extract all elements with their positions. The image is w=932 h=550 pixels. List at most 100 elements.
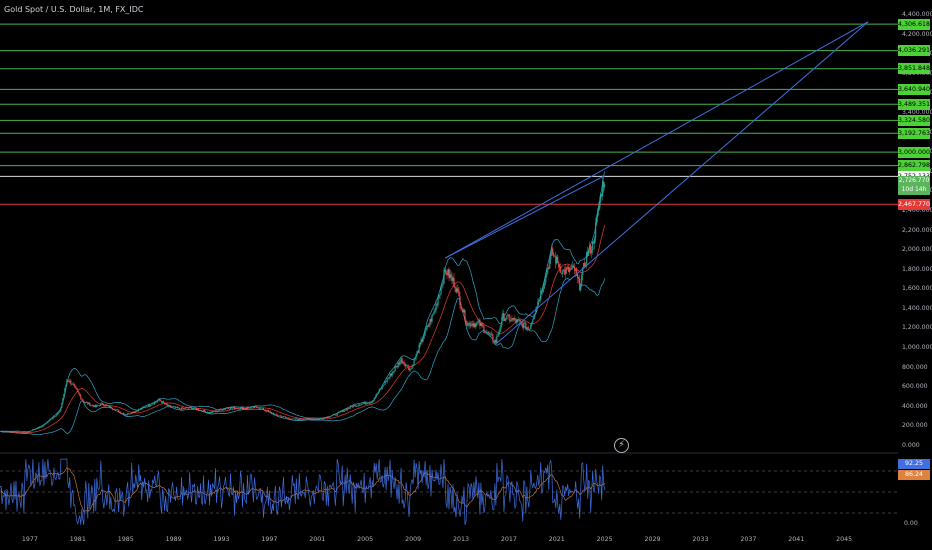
candle-body [445,269,447,274]
candle-body [156,401,158,403]
candle-body [238,408,241,410]
candle-body [132,412,134,413]
candle-body [436,304,438,306]
candle-body [496,335,498,343]
candle-body [365,403,367,405]
candle-body [177,406,179,408]
candle-body [577,274,579,279]
candle-body [513,317,515,320]
candle-body [292,418,294,420]
candle-body [554,256,556,257]
candle-body [310,419,312,420]
candle-body [68,380,70,382]
candle-body [524,322,526,324]
candle-body [314,419,316,421]
candle-body [560,266,562,273]
candle-body [516,319,518,323]
candle-body [26,432,28,433]
candle-body [259,407,261,409]
candle-body [541,290,543,292]
candle-body [44,423,46,426]
candle-body [183,408,185,409]
candle-body [88,402,90,405]
candle-body [111,406,113,409]
candle-body [17,432,19,434]
candle-body [543,284,545,290]
price-axis-tick: 1,200.000 [902,324,932,332]
candle-body [13,432,15,434]
bollinger-upper [0,171,606,433]
candle-body [583,262,585,268]
candle-body [143,407,145,408]
lightning-icon[interactable]: ⚡ [614,438,629,453]
candle-body [39,427,41,428]
candle-body [348,408,350,409]
candle-body [587,251,589,256]
candle-body [297,419,299,420]
candle-body [119,411,121,413]
ticker-title: Gold Spot / U.S. Dollar, 1M, FX_IDC [4,5,144,14]
candle-body [0,431,1,432]
candle-body [523,323,525,329]
time-axis-tick: 2013 [452,536,469,543]
candle-body [375,394,377,397]
candle-body [355,405,357,407]
candle-body [23,432,25,434]
candle-body [12,432,14,433]
candle-body [467,323,469,326]
time-axis-tick: 2021 [548,536,565,543]
candle-body [220,409,223,411]
candle-body [45,423,47,424]
candle-body [317,419,319,421]
candle-body [160,400,162,402]
candle-body [390,373,392,376]
candle-body [237,408,240,410]
candle-body [215,410,218,412]
candle-body [397,362,399,367]
candle-body [448,269,450,278]
candle-body [398,362,400,365]
candle-body [3,431,5,433]
candle-body [596,216,598,223]
candle-body [7,431,9,433]
candle-body [110,406,112,408]
time-axis-tick: 2029 [644,536,661,543]
candle-body [124,414,126,416]
candle-body [437,298,439,306]
price-axis-tick: 4,200.000 [902,30,932,38]
candle-body [419,343,421,345]
candle-body [464,309,466,321]
candle-body [295,418,297,420]
candle-body [105,405,107,406]
candle-body [497,335,499,337]
candle-body [32,429,34,431]
candle-body [500,325,502,330]
candle-body [11,431,13,433]
candle-body [159,399,161,401]
candle-body [98,405,100,407]
candle-body [504,318,506,321]
candle-body [481,323,483,326]
candle-body [27,431,29,433]
candle-body [334,414,336,416]
candle-body [361,403,363,405]
candle-body [104,405,106,407]
candle-body [404,363,406,367]
candle-body [601,193,603,197]
candle-body [450,274,452,277]
candle-body [388,376,390,379]
candle-body [545,273,547,283]
candle-body [460,304,462,309]
candle-body [576,269,578,275]
candle-body [563,269,565,271]
candle-body [155,401,157,403]
candle-body [372,400,374,402]
candle-body [293,418,295,420]
candle-body [354,405,356,407]
candle-body [207,412,210,413]
candle-body [515,320,517,323]
candle-body [107,405,109,407]
candle-body [494,340,496,343]
candle-body [575,269,577,271]
